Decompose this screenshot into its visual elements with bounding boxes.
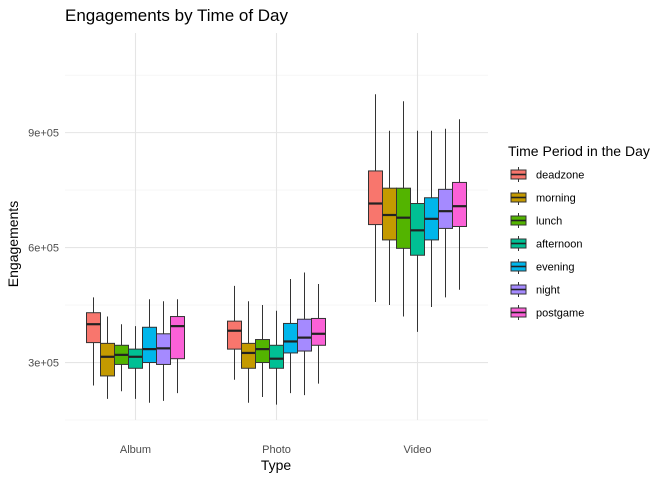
box-iqr <box>100 342 115 377</box>
legend-item-lunch: lunch <box>510 213 562 228</box>
box-postgame-album <box>170 299 185 394</box>
y-axis-ticks: 3e+05 6e+05 9e+05 <box>28 128 59 370</box>
box-morning-album <box>100 316 115 399</box>
box-evening-album <box>142 299 157 403</box>
legend-label: deadzone <box>536 170 584 182</box>
x-axis-ticks: Album Photo Video <box>120 444 432 456</box>
box-iqr <box>452 181 467 227</box>
chart-title: Engagements by Time of Day <box>65 6 289 25</box>
legend-items: deadzone morning lunch afternoon evening nigh… <box>510 167 584 320</box>
box-iqr <box>283 322 298 354</box>
box-afternoon-album <box>128 326 143 399</box>
y-axis-title: Engagements <box>5 201 21 287</box>
box-night-album <box>156 301 171 401</box>
box-iqr <box>86 312 101 344</box>
box-night-photo <box>297 272 312 396</box>
box-iqr <box>368 170 383 226</box>
box-iqr <box>255 339 270 364</box>
box-night-video <box>438 128 453 298</box>
box-iqr <box>170 316 185 360</box>
y-tick-label: 3e+05 <box>28 358 59 370</box>
legend-item-night: night <box>510 282 560 297</box>
box-iqr <box>241 342 256 369</box>
box-lunch-photo <box>255 305 270 398</box>
box-deadzone-album <box>86 297 101 386</box>
box-iqr <box>269 344 284 369</box>
y-tick-label: 9e+05 <box>28 128 59 140</box>
x-tick-label: Photo <box>262 444 291 456</box>
box-afternoon-video <box>410 130 425 332</box>
box-marks <box>86 94 467 405</box>
box-iqr <box>142 326 157 364</box>
box-lunch-video <box>396 101 411 317</box>
box-lunch-album <box>114 324 129 392</box>
legend: Time Period in the Day deadzone morning lu… <box>508 143 650 320</box>
box-morning-video <box>382 130 397 306</box>
legend-item-deadzone: deadzone <box>510 167 584 182</box>
box-evening-photo <box>283 278 298 394</box>
x-tick-label: Album <box>120 444 151 456</box>
legend-item-afternoon: afternoon <box>510 236 582 251</box>
box-morning-photo <box>241 301 256 403</box>
box-iqr <box>128 348 143 369</box>
box-iqr <box>227 320 242 350</box>
box-evening-video <box>424 130 439 307</box>
box-postgame-video <box>452 119 467 290</box>
box-deadzone-video <box>368 94 383 302</box>
y-tick-label: 6e+05 <box>28 243 59 255</box>
legend-label: night <box>536 285 560 297</box>
legend-label: morning <box>536 193 576 205</box>
legend-label: lunch <box>536 216 562 228</box>
box-iqr <box>297 318 312 352</box>
legend-item-morning: morning <box>510 190 576 205</box>
x-axis-title: Type <box>261 457 292 473</box>
box-iqr <box>438 188 453 229</box>
legend-item-evening: evening <box>510 259 575 274</box>
x-tick-label: Video <box>404 444 432 456</box>
legend-title: Time Period in the Day <box>508 143 650 159</box>
legend-label: evening <box>536 262 575 274</box>
box-iqr <box>311 317 326 346</box>
box-deadzone-photo <box>227 285 242 380</box>
box-afternoon-photo <box>269 310 284 405</box>
legend-label: afternoon <box>536 239 582 251</box>
legend-label: postgame <box>536 308 584 320</box>
box-postgame-photo <box>311 283 326 384</box>
legend-item-postgame: postgame <box>510 305 584 320</box>
